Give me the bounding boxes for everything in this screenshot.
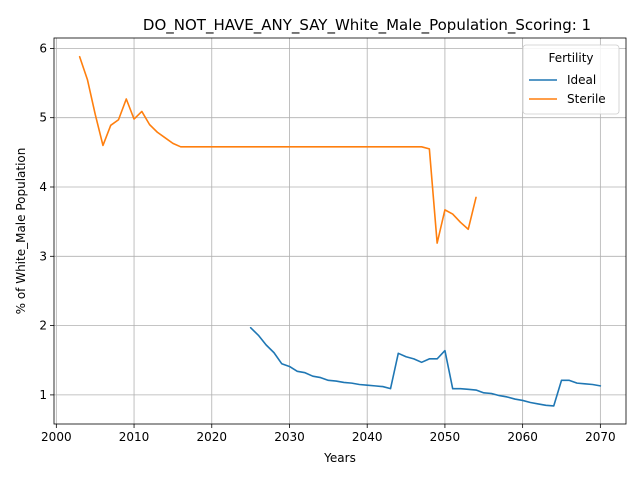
x-tick-label: 2010 [119, 430, 150, 444]
series-line-ideal [249, 326, 602, 407]
y-tick-label: 4 [39, 180, 47, 194]
x-tick-label: 2050 [430, 430, 461, 444]
y-tick-label: 5 [39, 111, 47, 125]
x-tick-label: 2060 [507, 430, 538, 444]
chart-title: DO_NOT_HAVE_ANY_SAY_White_Male_Populatio… [143, 16, 591, 35]
x-tick-label: 2040 [352, 430, 383, 444]
legend[interactable]: Fertility Ideal Sterile [522, 44, 620, 115]
legend-title: Fertility [548, 51, 593, 65]
legend-label-sterile: Sterile [567, 92, 606, 106]
y-tick-label: 3 [39, 249, 47, 263]
series-layer [78, 55, 602, 407]
x-tick-label: 2070 [585, 430, 616, 444]
y-tick-label: 2 [39, 319, 47, 333]
series-line-sterile [78, 55, 477, 244]
legend-box [522, 44, 620, 115]
x-tick-label: 2020 [196, 430, 227, 444]
y-axis-label: % of White_Male Population [14, 148, 28, 315]
y-tick-label: 6 [39, 41, 47, 55]
y-axis: 1 2 3 4 5 6 [39, 41, 54, 402]
plot-frame [53, 37, 627, 425]
x-tick-label: 2030 [274, 430, 305, 444]
x-axis-label: Years [323, 451, 356, 465]
y-tick-label: 1 [39, 388, 47, 402]
x-tick-label: 2000 [41, 430, 72, 444]
x-axis: 2000 2010 2020 2030 2040 2050 2060 2070 [41, 424, 616, 444]
legend-label-ideal: Ideal [567, 73, 596, 87]
